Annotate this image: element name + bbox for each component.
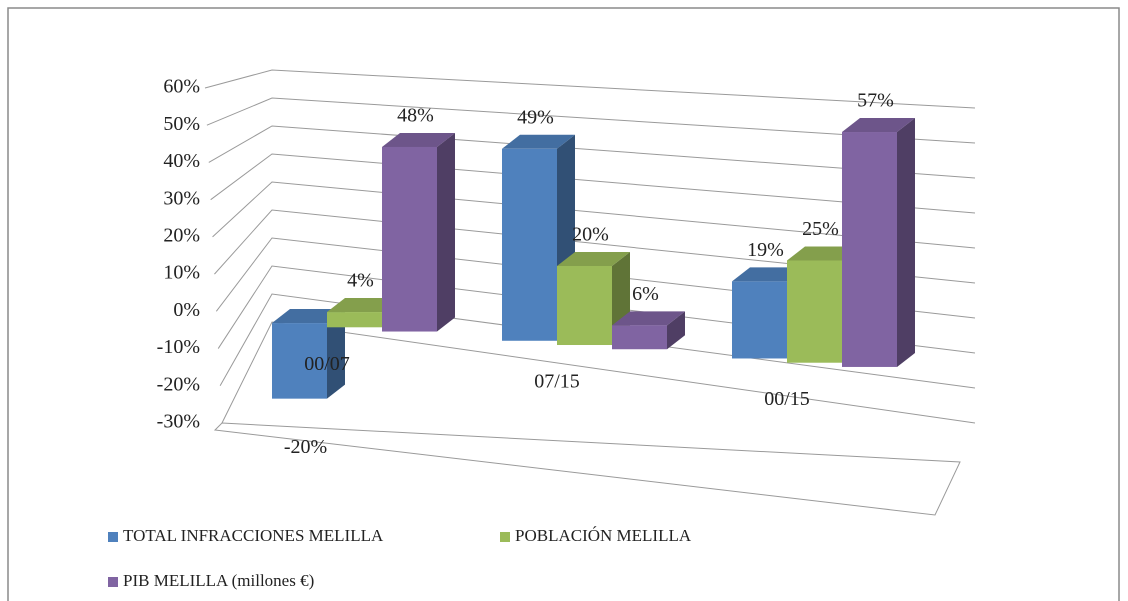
bar: [612, 325, 667, 350]
value-label: 20%: [572, 224, 609, 246]
value-label: 48%: [397, 105, 434, 127]
grid-line: [206, 97, 976, 144]
value-label: 25%: [802, 218, 839, 240]
legend-label: TOTAL INFRACCIONES MELILLA: [123, 526, 384, 545]
bar-side: [437, 132, 455, 332]
bar: [787, 260, 842, 363]
legend-label: PIB MELILLA (millones €): [123, 571, 314, 590]
x-tick-label: 00/07: [304, 353, 350, 375]
y-tick-label: -10%: [157, 336, 200, 358]
grid-line: [214, 209, 976, 284]
bar: [557, 265, 612, 346]
bar-top: [272, 309, 345, 324]
bar: [842, 132, 897, 367]
value-label: 57%: [857, 90, 894, 112]
y-tick-label: -20%: [157, 373, 200, 395]
bar-top: [842, 118, 915, 133]
bar: [502, 148, 557, 341]
bar-side: [327, 309, 345, 399]
y-tick-label: 10%: [163, 262, 200, 284]
y-tick-label: 60%: [163, 76, 200, 98]
bar-top: [787, 246, 860, 261]
bar: [327, 312, 382, 328]
bar-side: [897, 118, 915, 367]
y-tick-label: 50%: [163, 113, 200, 135]
y-tick-label: 20%: [163, 224, 200, 246]
y-tick-label: 0%: [173, 299, 200, 321]
value-label: -20%: [284, 436, 327, 458]
legend-swatch: [108, 577, 118, 587]
value-label: 6%: [632, 283, 659, 305]
grid-line: [210, 153, 976, 214]
x-tick-label: 07/15: [534, 370, 580, 392]
bar: [382, 146, 437, 332]
x-tick-label: 00/15: [764, 388, 810, 410]
legend-swatch: [108, 532, 118, 542]
bar-top: [382, 132, 455, 147]
grid-line: [221, 321, 976, 424]
y-tick-label: 40%: [163, 150, 200, 172]
value-label: 19%: [747, 239, 784, 261]
legend-label: POBLACIÓN MELILLA: [515, 526, 692, 545]
bar-top: [327, 298, 400, 313]
y-tick-label: 30%: [163, 187, 200, 209]
bar-top: [557, 251, 630, 266]
grid-line: [204, 69, 976, 109]
bar-side: [667, 311, 685, 350]
bar: [732, 281, 787, 359]
value-label: 4%: [347, 270, 374, 292]
bar-top: [612, 311, 685, 326]
y-tick-label: -30%: [157, 411, 200, 433]
grid-line: [208, 125, 976, 179]
legend-swatch: [500, 532, 510, 542]
bar-top: [502, 134, 575, 149]
grid-line: [212, 181, 976, 249]
floor: [213, 422, 961, 516]
value-label: 49%: [517, 106, 554, 128]
bar: [272, 323, 327, 399]
bar-top: [732, 267, 805, 282]
